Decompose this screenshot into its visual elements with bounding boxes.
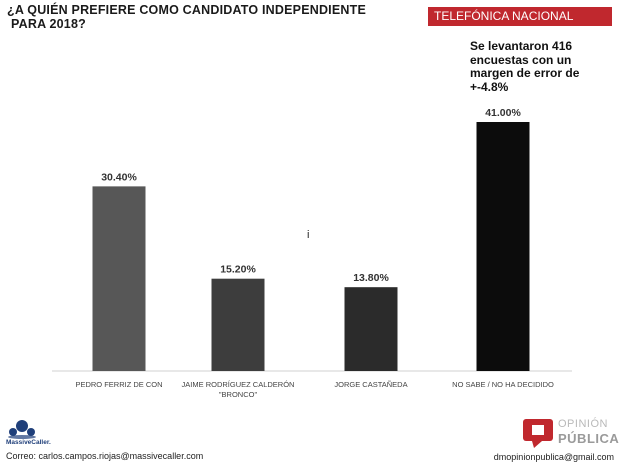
note-line-2: encuestas con un [470,52,572,67]
survey-note: Se levantaron 416 encuestas con un marge… [470,39,620,94]
logo-text-publica: PÚBLICA [558,431,620,446]
note-line-1: Se levantaron 416 [470,39,573,53]
note-line-4: +-4.8% [470,79,509,94]
footer-email-right: dmopinionpublica@gmail.com [493,452,614,462]
note-line-3: margen de error de [470,66,580,80]
category-label: JORGE CASTAÑEDA [334,380,407,389]
source-badge: TELEFÓNICA NACIONAL [428,7,612,26]
footer-email-left: Correo: carlos.campos.riojas@massivecall… [6,451,204,461]
title-line-2: PARA 2018? [11,17,86,31]
logo-text-opinion: OPINIÓN [558,418,608,430]
category-label: NO SABE / NO HA DECIDIDO [452,380,554,389]
massivecaller-logo-mark [8,420,36,439]
bar [211,278,265,371]
speech-bubble-icon [523,419,553,448]
value-label: 30.40% [101,171,137,183]
massivecaller-logo: MassiveCaller. [4,418,64,450]
stray-mark: i [307,229,310,241]
bar [344,287,398,371]
massivecaller-logo-text: MassiveCaller. [6,439,51,446]
title-line-1: ¿A QUIÉN PREFIERE COMO CANDIDATO INDEPEN… [7,3,366,17]
value-label: 13.80% [353,272,389,284]
bar [476,122,530,371]
category-label: PEDRO FERRIZ DE CON [75,380,162,389]
bar [92,186,146,371]
chart-title: ¿A QUIÉN PREFIERE COMO CANDIDATO INDEPEN… [7,3,417,31]
opinion-publica-logo: OPINIÓN PÚBLICA [522,417,620,452]
category-label: JAIME RODRÍGUEZ CALDERÓN "BRONCO" [182,380,295,399]
value-label: 15.20% [220,264,256,276]
value-label: 41.00% [485,107,521,119]
